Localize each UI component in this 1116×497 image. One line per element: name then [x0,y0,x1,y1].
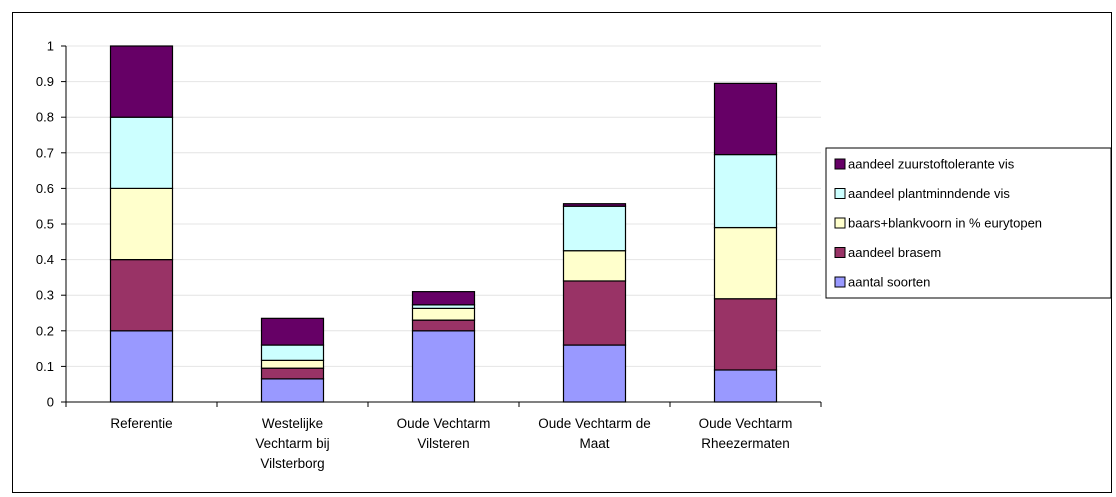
category-label: Maat [579,436,609,451]
legend-swatch [834,276,846,288]
legend-box [825,147,1111,299]
bar-segment [260,378,325,403]
bar-segment [109,259,174,332]
y-tick-label: 1 [47,39,54,54]
category-label: Oude Vechtarm [397,416,491,431]
y-tick-label: 0.8 [36,110,54,125]
legend-label: aandeel zuurstoftolerante vis [848,157,1015,172]
y-tick-labels: 0 0.1 0.2 0.3 0.4 0.5 0.6 0.7 0.8 0.9 1 [36,39,54,410]
bar-segment [713,153,778,229]
legend-swatch [834,217,846,229]
legend-swatch [834,247,846,258]
y-tick-label: 0.9 [36,74,54,89]
bar-segment [562,344,627,403]
bar-segment [260,317,325,346]
category-label: Oude Vechtarm [699,416,793,431]
bar-segment [562,280,627,346]
legend-label: aandeel plantminndende vis [848,186,1010,201]
category-label: Oude Vechtarm de [538,416,651,431]
bar-segment [109,116,174,189]
bar-segment [713,226,778,300]
category-label: Rheezermaten [701,436,790,451]
bar-segment [562,203,627,207]
y-tick-label: 0.6 [36,181,54,196]
bar-segment [411,319,476,332]
chart-frame: 0 0.1 0.2 0.3 0.4 0.5 0.6 0.7 0.8 0.9 1 Referentie… [12,12,1112,493]
y-tick-label: 0.3 [36,288,54,303]
grid-lines [66,45,821,367]
category-label: Vilsterborg [260,456,324,471]
category-label: Vechtarm bij [255,436,329,451]
y-tick-label: 0.5 [36,217,54,232]
bar-segment [109,187,174,261]
y-tick-label: 0.7 [36,145,54,160]
bar-segment [260,344,325,361]
bar-segment [713,369,778,403]
legend-swatch [834,188,846,199]
legend-swatch [834,158,846,170]
bar-segment [411,307,476,321]
bar-segment [411,291,476,306]
category-labels: Referentie Westelijke Vechtarm bij Vilsterb… [110,416,792,471]
bar-segment [713,298,778,371]
y-tick-label: 0.4 [36,252,54,267]
axes [61,45,822,407]
legend-label: aantal soorten [848,275,930,290]
bar-segment [562,205,627,252]
bar-segment [260,359,325,369]
bar-segment [411,330,476,403]
bar-segment [713,82,778,156]
y-tick-label: 0 [47,395,54,410]
legend-label: aandeel brasem [848,245,941,260]
bars [109,45,778,403]
category-label: Westelijke [262,416,323,431]
y-tick-label: 0.2 [36,323,54,338]
category-label: Vilsteren [417,436,469,451]
legend: aandeel zuurstoftolerante vis aandeel pla… [825,147,1111,299]
legend-label: baars+blankvoorn in % eurytopen [848,216,1042,231]
bar-segment [562,250,627,282]
category-label: Referentie [110,416,172,431]
y-tick-label: 0.1 [36,359,54,374]
bar-segment [109,330,174,403]
bar-segment [109,45,174,118]
bar-segment [260,367,325,380]
stacked-bar-chart: 0 0.1 0.2 0.3 0.4 0.5 0.6 0.7 0.8 0.9 1 Referentie… [36,39,1111,471]
